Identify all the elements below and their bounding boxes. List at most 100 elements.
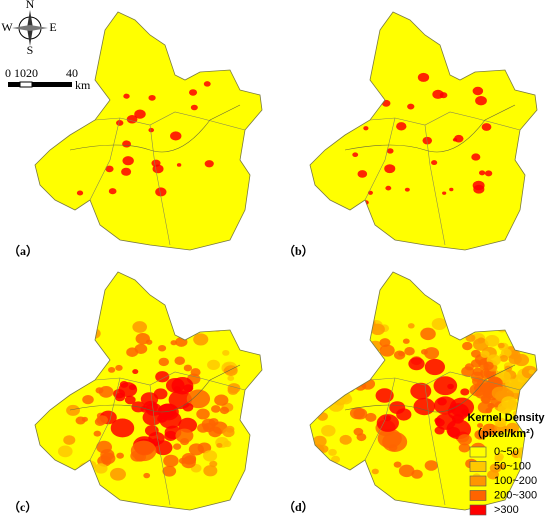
density-blob [482,390,490,397]
density-blob [174,325,188,336]
density-blob [480,394,491,404]
density-blob [105,165,114,173]
density-blob [398,351,405,357]
legend-swatch [469,490,487,501]
density-blob [98,385,114,398]
density-blob [87,328,101,339]
density-blob [523,385,537,396]
density-blob [196,408,210,420]
panel-label: （b） [283,243,314,258]
density-blob [80,368,94,380]
density-blob [78,369,92,380]
density-blob [116,452,124,459]
density-blob [525,396,537,409]
density-blob [376,414,399,432]
density-blob [330,323,343,334]
density-blob [174,356,186,365]
density-blob [404,347,415,356]
density-blob [227,375,235,381]
density-blob [494,417,507,428]
density-blob [471,153,481,161]
scale-bar: 0 10 20 40 km [5,66,91,92]
legend-label: 200~300 [494,489,537,501]
density-blob [408,357,425,371]
density-blob [499,319,511,329]
map-base [35,12,262,250]
legend-swatch [469,475,487,487]
density-blob [162,465,177,477]
density-blob [183,364,193,372]
density-blob [202,422,215,433]
map-panel [309,11,538,251]
density-blob [457,434,472,446]
density-blob [410,382,432,400]
density-blob [475,96,487,106]
density-blob [381,99,391,107]
density-blob [417,72,430,82]
density-blob [363,345,374,353]
density-blob [404,187,410,192]
density-blob [526,392,537,403]
density-blob [452,138,458,142]
compass-e: E [49,20,56,34]
density-blob [522,400,530,407]
density-blob [523,395,535,405]
density-blob [118,382,138,398]
density-blob [330,329,338,336]
density-blob [528,369,535,375]
density-blob [323,373,335,383]
density-blob [225,425,235,433]
density-blob [115,364,123,371]
density-blob [352,152,359,158]
density-blob [63,344,78,356]
density-blob [328,448,337,456]
district-boundary [89,371,246,506]
panel-label: （d） [283,499,314,514]
density-blob [158,357,170,367]
density-blob [80,334,87,339]
density-blob [311,339,323,349]
density-blob [386,148,394,154]
density-blob [480,350,490,358]
density-blob [432,89,444,99]
density-blob [70,364,78,370]
legend-label: 100~200 [494,475,537,487]
density-blob [82,394,94,405]
density-blob [316,452,324,458]
density-blob [173,443,182,450]
density-blob [396,408,412,421]
density-blob [93,430,102,437]
density-blob [356,337,370,349]
density-blob [379,344,395,357]
density-blob [96,415,108,425]
density-blob [227,386,239,395]
density-blob [353,408,368,420]
legend-swatch [469,461,487,472]
density-blob [351,334,368,348]
density-blob [190,104,198,111]
density-blob [462,341,473,351]
density-blob [377,428,402,449]
density-blob [180,437,190,446]
density-blob [121,167,132,176]
density-blob [219,406,230,415]
district-boundary [364,111,521,246]
density-blob [434,417,442,424]
density-blob [442,191,447,195]
density-blob [122,156,134,166]
density-blob [83,108,93,115]
density-blob [100,452,116,465]
density-blob [498,463,506,470]
density-blob [339,434,352,445]
density-blob [449,187,454,192]
density-blob [203,465,218,477]
density-blob [501,396,517,409]
density-blob [75,325,89,336]
density-blob [188,89,198,96]
density-blob [477,401,493,414]
density-blob [433,376,458,396]
density-blob [318,405,326,411]
density-blob [152,164,164,174]
density-blob [472,338,489,351]
density-blob [214,394,229,406]
